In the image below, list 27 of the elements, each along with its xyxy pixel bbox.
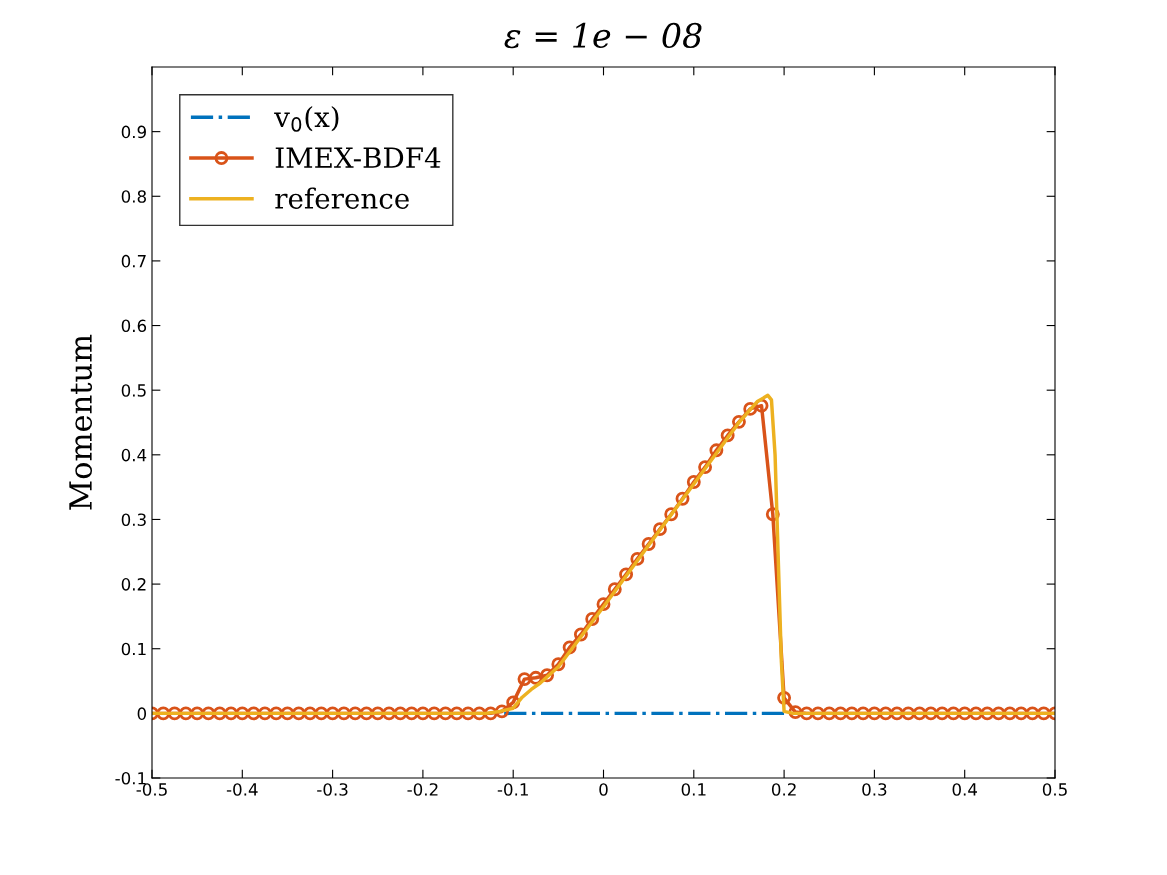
x-tick-label: 0.4 (952, 783, 978, 796)
chart-title: ε = 1e − 08 (504, 22, 702, 49)
y-tick-label: 0.8 (121, 190, 146, 203)
x-tick-label: -0.1 (497, 783, 528, 796)
x-tick-label: 0.1 (681, 783, 706, 796)
y-tick-label: 0.9 (121, 125, 146, 139)
y-tick-label: 0.1 (121, 642, 146, 656)
legend-label: reference (275, 187, 409, 209)
x-tick-label: -0.5 (136, 783, 167, 796)
y-tick-label: 0 (137, 707, 147, 720)
x-tick-label: -0.2 (407, 783, 438, 796)
x-tick-label: -0.4 (226, 783, 258, 796)
y-tick-label: 0.6 (121, 319, 147, 333)
x-tick-label: -0.3 (317, 783, 348, 796)
x-tick-label: 0.5 (1042, 783, 1067, 796)
x-tick-label: 0.2 (771, 783, 796, 796)
x-tick-label: 0 (599, 783, 608, 796)
legend-label: IMEX-BDF4 (275, 147, 441, 168)
y-tick-label: 0.7 (121, 254, 146, 268)
x-tick-label: 0.3 (862, 783, 887, 796)
y-axis-title: Momentum (69, 334, 93, 510)
y-tick-label: -0.1 (115, 771, 146, 785)
legend-label: v$_{0}$(x) (274, 105, 339, 132)
y-tick-label: 0.3 (121, 513, 146, 527)
y-tick-label: 0.2 (121, 578, 146, 591)
y-tick-label: 0.5 (121, 384, 146, 397)
y-tick-label: 0.4 (121, 448, 147, 462)
